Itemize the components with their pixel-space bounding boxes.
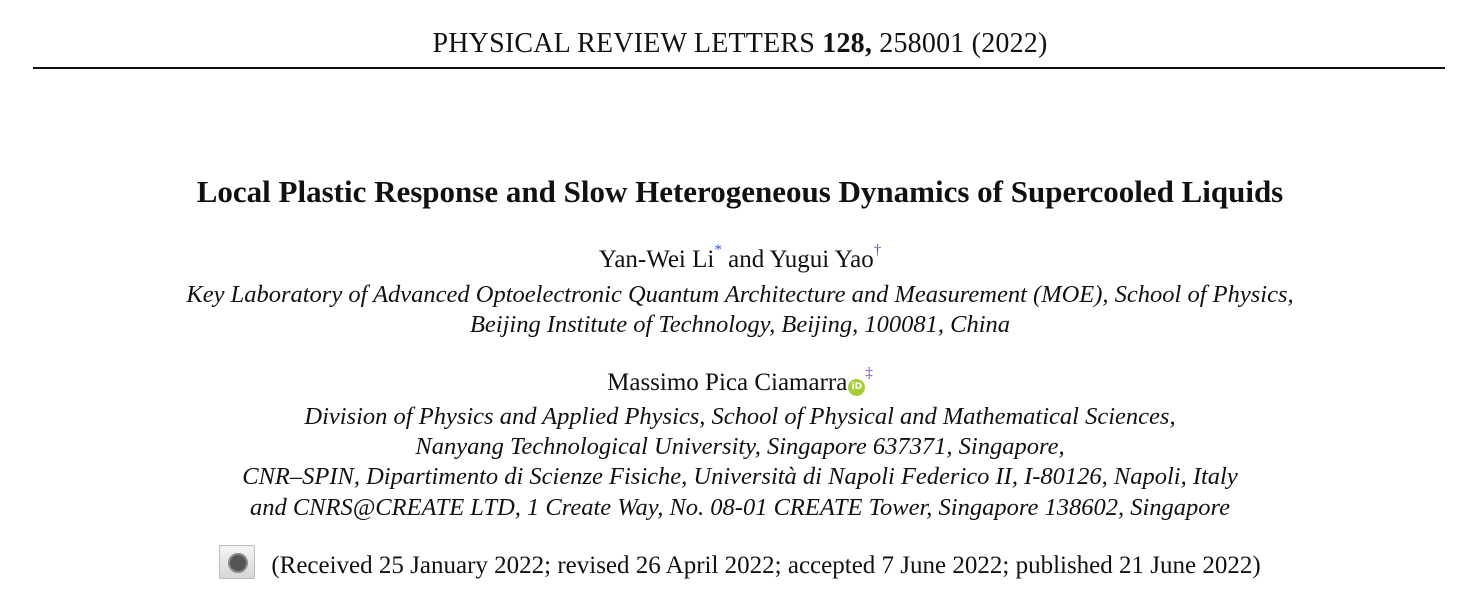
author-conjunction: and xyxy=(721,246,770,273)
article-number: 258001 (2022) xyxy=(879,28,1048,59)
affiliation-line: Beijing Institute of Technology, Beijing… xyxy=(469,311,1011,338)
affiliation-line: CNR–SPIN, Dipartimento di Scienze Fisich… xyxy=(242,463,1238,490)
author-name: Massimo Pica Ciamarra xyxy=(607,369,848,396)
paper-title: Local Plastic Response and Slow Heteroge… xyxy=(196,174,1284,209)
affiliation-line: Key Laboratory of Advanced Optoelectroni… xyxy=(186,281,1294,308)
footnote-mark[interactable]: † xyxy=(873,242,882,258)
author-name: Yan-Wei Li xyxy=(598,246,715,273)
affiliation-line: Division of Physics and Applied Physics,… xyxy=(304,403,1176,430)
publication-dates: (Received 25 January 2022; revised 26 Ap… xyxy=(271,552,1261,579)
journal-name: PHYSICAL REVIEW LETTERS xyxy=(432,28,816,59)
affiliation-line: and CNRS@CREATE LTD, 1 Create Way, No. 0… xyxy=(249,494,1231,521)
affiliation-line: Nanyang Technological University, Singap… xyxy=(415,433,1065,460)
publication-dates-line: (Received 25 January 2022; revised 26 Ap… xyxy=(0,545,1480,580)
journal-header: PHYSICAL REVIEW LETTERS 128, 258001 (202… xyxy=(0,28,1480,60)
author-line-2: Massimo Pica Ciamarra iD‡ xyxy=(0,365,1480,397)
check-for-updates-icon[interactable] xyxy=(219,545,256,579)
author-line-1: Yan-Wei Li* and Yugui Yao† xyxy=(0,242,1480,274)
header-rule xyxy=(33,67,1445,69)
volume: 128, xyxy=(822,28,873,59)
footnote-mark[interactable]: * xyxy=(714,242,722,258)
orcid-icon[interactable]: iD xyxy=(848,379,866,396)
footnote-mark[interactable]: ‡ xyxy=(865,365,873,381)
author-name: Yugui Yao xyxy=(769,246,874,273)
